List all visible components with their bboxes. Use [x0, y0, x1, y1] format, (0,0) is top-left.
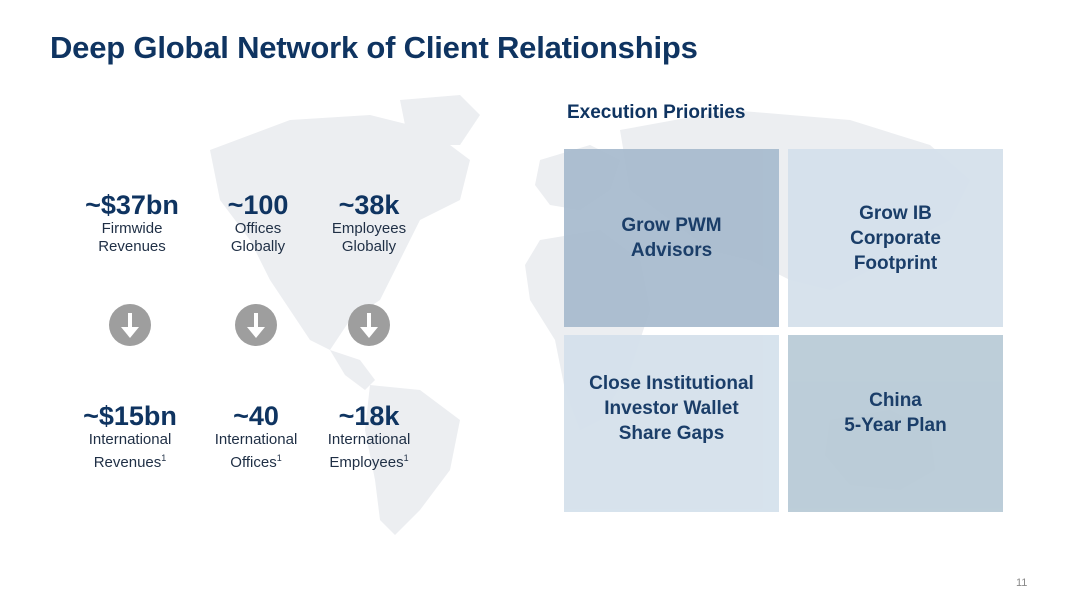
stat-label-line1: International	[88, 431, 172, 448]
footnote-marker: 1	[403, 453, 409, 463]
stat-label-line1: Firmwide	[101, 220, 163, 237]
priority-box-china: China 5-Year Plan	[788, 335, 1003, 512]
stat-label-line1: International	[214, 431, 298, 448]
page-title: Deep Global Network of Client Relationsh…	[50, 30, 698, 65]
stat-label-line2: Employees	[329, 454, 404, 471]
stat-label-line2-wrap: Offices1	[196, 449, 316, 472]
stat-international-offices: ~40 International Offices1	[196, 401, 316, 472]
stat-offices-globally: ~100 Offices Globally	[198, 190, 318, 256]
stat-label-line1: Offices	[234, 220, 282, 237]
stat-value: ~40	[233, 401, 279, 431]
priority-box-text: China 5-Year Plan	[844, 388, 946, 438]
stat-international-employees: ~18k International Employees1	[309, 401, 429, 472]
priority-line: Grow IB	[859, 202, 932, 224]
priority-box-text: Close Institutional Investor Wallet Shar…	[589, 371, 754, 446]
priority-line: China	[869, 389, 922, 411]
priority-line: Footprint	[853, 252, 938, 274]
page-number: 11	[1016, 577, 1028, 589]
priority-line: Corporate	[850, 227, 941, 249]
priority-line: Share Gaps	[618, 423, 725, 444]
stat-value: ~$15bn	[83, 401, 177, 431]
stat-label-line1: International	[327, 431, 411, 448]
down-arrow-circle-icon	[109, 304, 151, 346]
stat-label-line2-wrap: Employees1	[309, 449, 429, 472]
stat-label-line2: Revenues	[98, 238, 166, 255]
down-arrow-circle-icon	[235, 304, 277, 346]
priority-box-text: Grow IB Corporate Footprint	[850, 201, 941, 276]
priority-line: Close Institutional	[589, 373, 754, 394]
stat-label-line2-wrap: Revenues1	[70, 449, 190, 472]
down-arrow-circle-icon	[348, 304, 390, 346]
stat-employees-globally: ~38k Employees Globally	[309, 190, 429, 256]
stat-label-line2: Globally	[341, 238, 397, 255]
priority-box-close-institutional: Close Institutional Investor Wallet Shar…	[564, 335, 779, 512]
footnote-marker: 1	[276, 453, 282, 463]
stat-label-line2: Offices	[230, 454, 277, 471]
priority-box-grow-pwm: Grow PWM Advisors	[564, 149, 779, 327]
priority-line: Advisors	[630, 240, 713, 261]
stat-label-line1: Employees	[331, 220, 407, 237]
stat-firmwide-revenues: ~$37bn Firmwide Revenues	[72, 190, 192, 256]
stat-international-revenues: ~$15bn International Revenues1	[70, 401, 190, 472]
priority-line: Grow PWM	[621, 215, 722, 236]
stat-value: ~18k	[338, 401, 400, 431]
priority-box-grow-ib: Grow IB Corporate Footprint	[788, 149, 1003, 327]
priority-line: 5-Year Plan	[844, 414, 947, 436]
execution-priorities-title: Execution Priorities	[567, 102, 746, 123]
stat-label-line2: Revenues	[93, 454, 162, 471]
stat-label-line2: Globally	[230, 238, 286, 255]
stat-value: ~100	[227, 190, 289, 220]
footnote-marker: 1	[161, 453, 167, 463]
priority-line: Investor Wallet	[604, 398, 739, 419]
stat-value: ~$37bn	[85, 190, 179, 220]
stat-value: ~38k	[338, 190, 400, 220]
priority-box-text: Grow PWM Advisors	[621, 213, 721, 263]
